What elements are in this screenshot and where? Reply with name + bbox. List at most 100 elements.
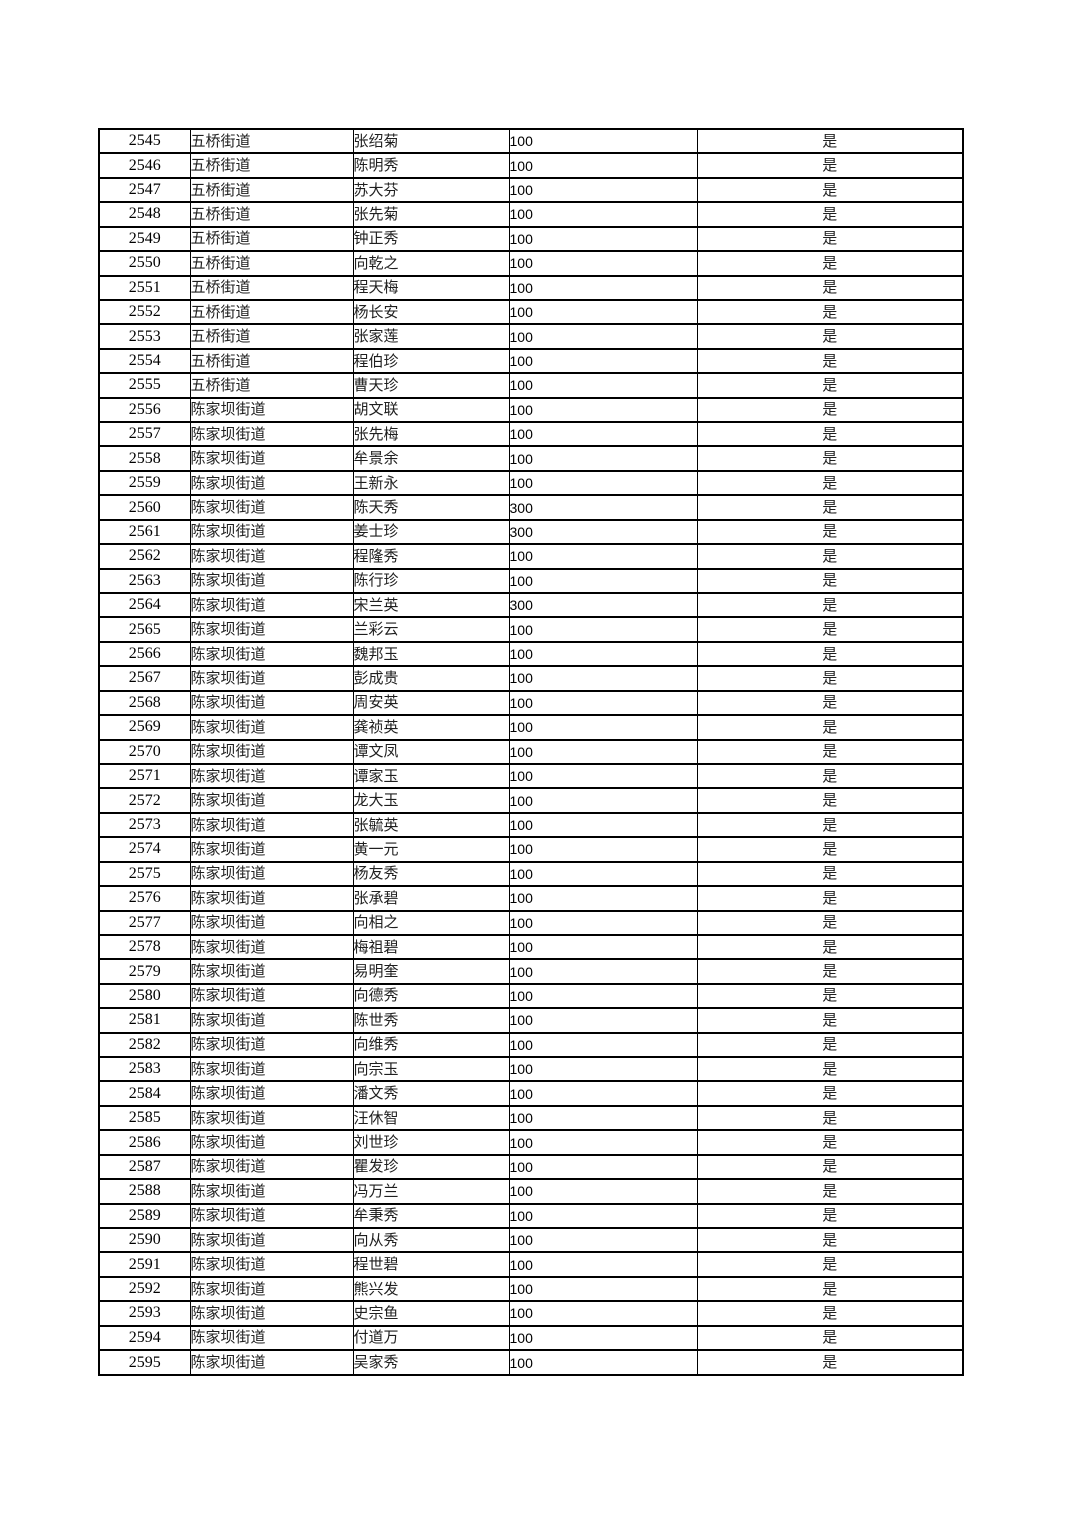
table-row: 2593 陈家坝街道 史宗鱼 100 是 — [98, 1300, 964, 1327]
row-index-cell: 2550 — [98, 250, 191, 277]
confirmed-cell: 是 — [696, 811, 964, 839]
row-index-cell: 2562 — [98, 543, 191, 570]
row-index-cell: 2574 — [98, 836, 191, 863]
amount-cell: 100 — [508, 323, 698, 350]
table-row: 2558 陈家坝街道 牟景余 100 是 — [98, 445, 964, 472]
table-row: 2588 陈家坝街道 冯万兰 100 是 — [98, 1178, 964, 1205]
row-index-cell: 2577 — [98, 909, 191, 936]
confirmed-cell: 是 — [696, 689, 964, 717]
street-cell: 陈家坝街道 — [189, 787, 354, 814]
person-name-cell: 陈天秀 — [352, 494, 510, 521]
table-row: 2583 陈家坝街道 向宗玉 100 是 — [98, 1056, 964, 1083]
row-index-cell: 2545 — [98, 127, 191, 155]
street-cell: 陈家坝街道 — [189, 1202, 354, 1230]
amount-cell: 100 — [508, 1153, 698, 1181]
row-index-cell: 2563 — [98, 567, 191, 595]
person-name-cell: 姜士珍 — [352, 518, 510, 546]
confirmed-cell: 是 — [696, 1324, 964, 1352]
amount-cell: 100 — [508, 811, 698, 839]
amount-cell: 100 — [508, 909, 698, 936]
street-cell: 陈家坝街道 — [189, 494, 354, 521]
person-name-cell: 陈行珍 — [352, 567, 510, 595]
table-row: 2551 五桥街道 程天梅 100 是 — [98, 274, 964, 301]
confirmed-cell: 是 — [696, 958, 964, 985]
person-name-cell: 瞿发珍 — [352, 1153, 510, 1181]
street-cell: 陈家坝街道 — [189, 1056, 354, 1083]
table-row: 2567 陈家坝街道 彭成贵 100 是 — [98, 665, 964, 692]
amount-cell: 300 — [508, 518, 698, 546]
row-index-cell: 2588 — [98, 1178, 191, 1205]
person-name-cell: 杨友秀 — [352, 860, 510, 888]
street-cell: 陈家坝街道 — [189, 762, 354, 790]
confirmed-cell: 是 — [696, 1056, 964, 1083]
person-name-cell: 刘世珍 — [352, 1129, 510, 1156]
amount-cell: 100 — [508, 958, 698, 985]
amount-cell: 100 — [508, 1056, 698, 1083]
table-row: 2546 五桥街道 陈明秀 100 是 — [98, 152, 964, 179]
row-index-cell: 2584 — [98, 1080, 191, 1107]
confirmed-cell: 是 — [696, 1104, 964, 1132]
confirmed-cell: 是 — [696, 298, 964, 326]
table-row: 2585 陈家坝街道 汪休智 100 是 — [98, 1104, 964, 1132]
amount-cell: 100 — [508, 714, 698, 741]
beneficiary-table: 2545 五桥街道 张绍菊 100 是 2546 五桥街道 陈明秀 100 是 … — [98, 127, 964, 1376]
row-index-cell: 2565 — [98, 616, 191, 643]
person-name-cell: 牟秉秀 — [352, 1202, 510, 1230]
amount-cell: 100 — [508, 201, 698, 228]
confirmed-cell: 是 — [696, 762, 964, 790]
confirmed-cell: 是 — [696, 494, 964, 521]
row-index-cell: 2575 — [98, 860, 191, 888]
table-row: 2556 陈家坝街道 胡文联 100 是 — [98, 396, 964, 424]
person-name-cell: 吴家秀 — [352, 1349, 510, 1376]
person-name-cell: 汪休智 — [352, 1104, 510, 1132]
street-cell: 五桥街道 — [189, 298, 354, 326]
person-name-cell: 程隆秀 — [352, 543, 510, 570]
amount-cell: 100 — [508, 1007, 698, 1034]
row-index-cell: 2581 — [98, 1007, 191, 1034]
table-row: 2587 陈家坝街道 瞿发珍 100 是 — [98, 1153, 964, 1181]
table-row: 2589 陈家坝街道 牟秉秀 100 是 — [98, 1202, 964, 1230]
amount-cell: 100 — [508, 1129, 698, 1156]
table-row: 2565 陈家坝街道 兰彩云 100 是 — [98, 616, 964, 643]
street-cell: 陈家坝街道 — [189, 469, 354, 497]
row-index-cell: 2548 — [98, 201, 191, 228]
confirmed-cell: 是 — [696, 543, 964, 570]
row-index-cell: 2579 — [98, 958, 191, 985]
row-index-cell: 2594 — [98, 1324, 191, 1352]
confirmed-cell: 是 — [696, 836, 964, 863]
table-row: 2592 陈家坝街道 熊兴发 100 是 — [98, 1275, 964, 1303]
table-row: 2547 五桥街道 苏大芬 100 是 — [98, 176, 964, 204]
person-name-cell: 魏邦玉 — [352, 640, 510, 668]
person-name-cell: 宋兰英 — [352, 591, 510, 619]
confirmed-cell: 是 — [696, 469, 964, 497]
confirmed-cell: 是 — [696, 421, 964, 448]
table-row: 2572 陈家坝街道 龙大玉 100 是 — [98, 787, 964, 814]
street-cell: 陈家坝街道 — [189, 1226, 354, 1254]
person-name-cell: 潘文秀 — [352, 1080, 510, 1107]
table-row: 2584 陈家坝街道 潘文秀 100 是 — [98, 1080, 964, 1107]
table-row: 2570 陈家坝街道 谭文凤 100 是 — [98, 738, 964, 765]
row-index-cell: 2569 — [98, 714, 191, 741]
row-index-cell: 2592 — [98, 1275, 191, 1303]
row-index-cell: 2566 — [98, 640, 191, 668]
row-index-cell: 2580 — [98, 982, 191, 1010]
street-cell: 五桥街道 — [189, 127, 354, 155]
amount-cell: 100 — [508, 347, 698, 375]
confirmed-cell: 是 — [696, 372, 964, 399]
row-index-cell: 2549 — [98, 225, 191, 253]
person-name-cell: 张毓英 — [352, 811, 510, 839]
street-cell: 陈家坝街道 — [189, 543, 354, 570]
person-name-cell: 程伯珍 — [352, 347, 510, 375]
row-index-cell: 2546 — [98, 152, 191, 179]
table-row: 2562 陈家坝街道 程隆秀 100 是 — [98, 543, 964, 570]
street-cell: 陈家坝街道 — [189, 1324, 354, 1352]
amount-cell: 100 — [508, 616, 698, 643]
table-row: 2553 五桥街道 张家莲 100 是 — [98, 323, 964, 350]
person-name-cell: 谭文凤 — [352, 738, 510, 765]
street-cell: 陈家坝街道 — [189, 714, 354, 741]
person-name-cell: 钟正秀 — [352, 225, 510, 253]
person-name-cell: 向宗玉 — [352, 1056, 510, 1083]
row-index-cell: 2559 — [98, 469, 191, 497]
table-row: 2566 陈家坝街道 魏邦玉 100 是 — [98, 640, 964, 668]
table-row: 2573 陈家坝街道 张毓英 100 是 — [98, 811, 964, 839]
